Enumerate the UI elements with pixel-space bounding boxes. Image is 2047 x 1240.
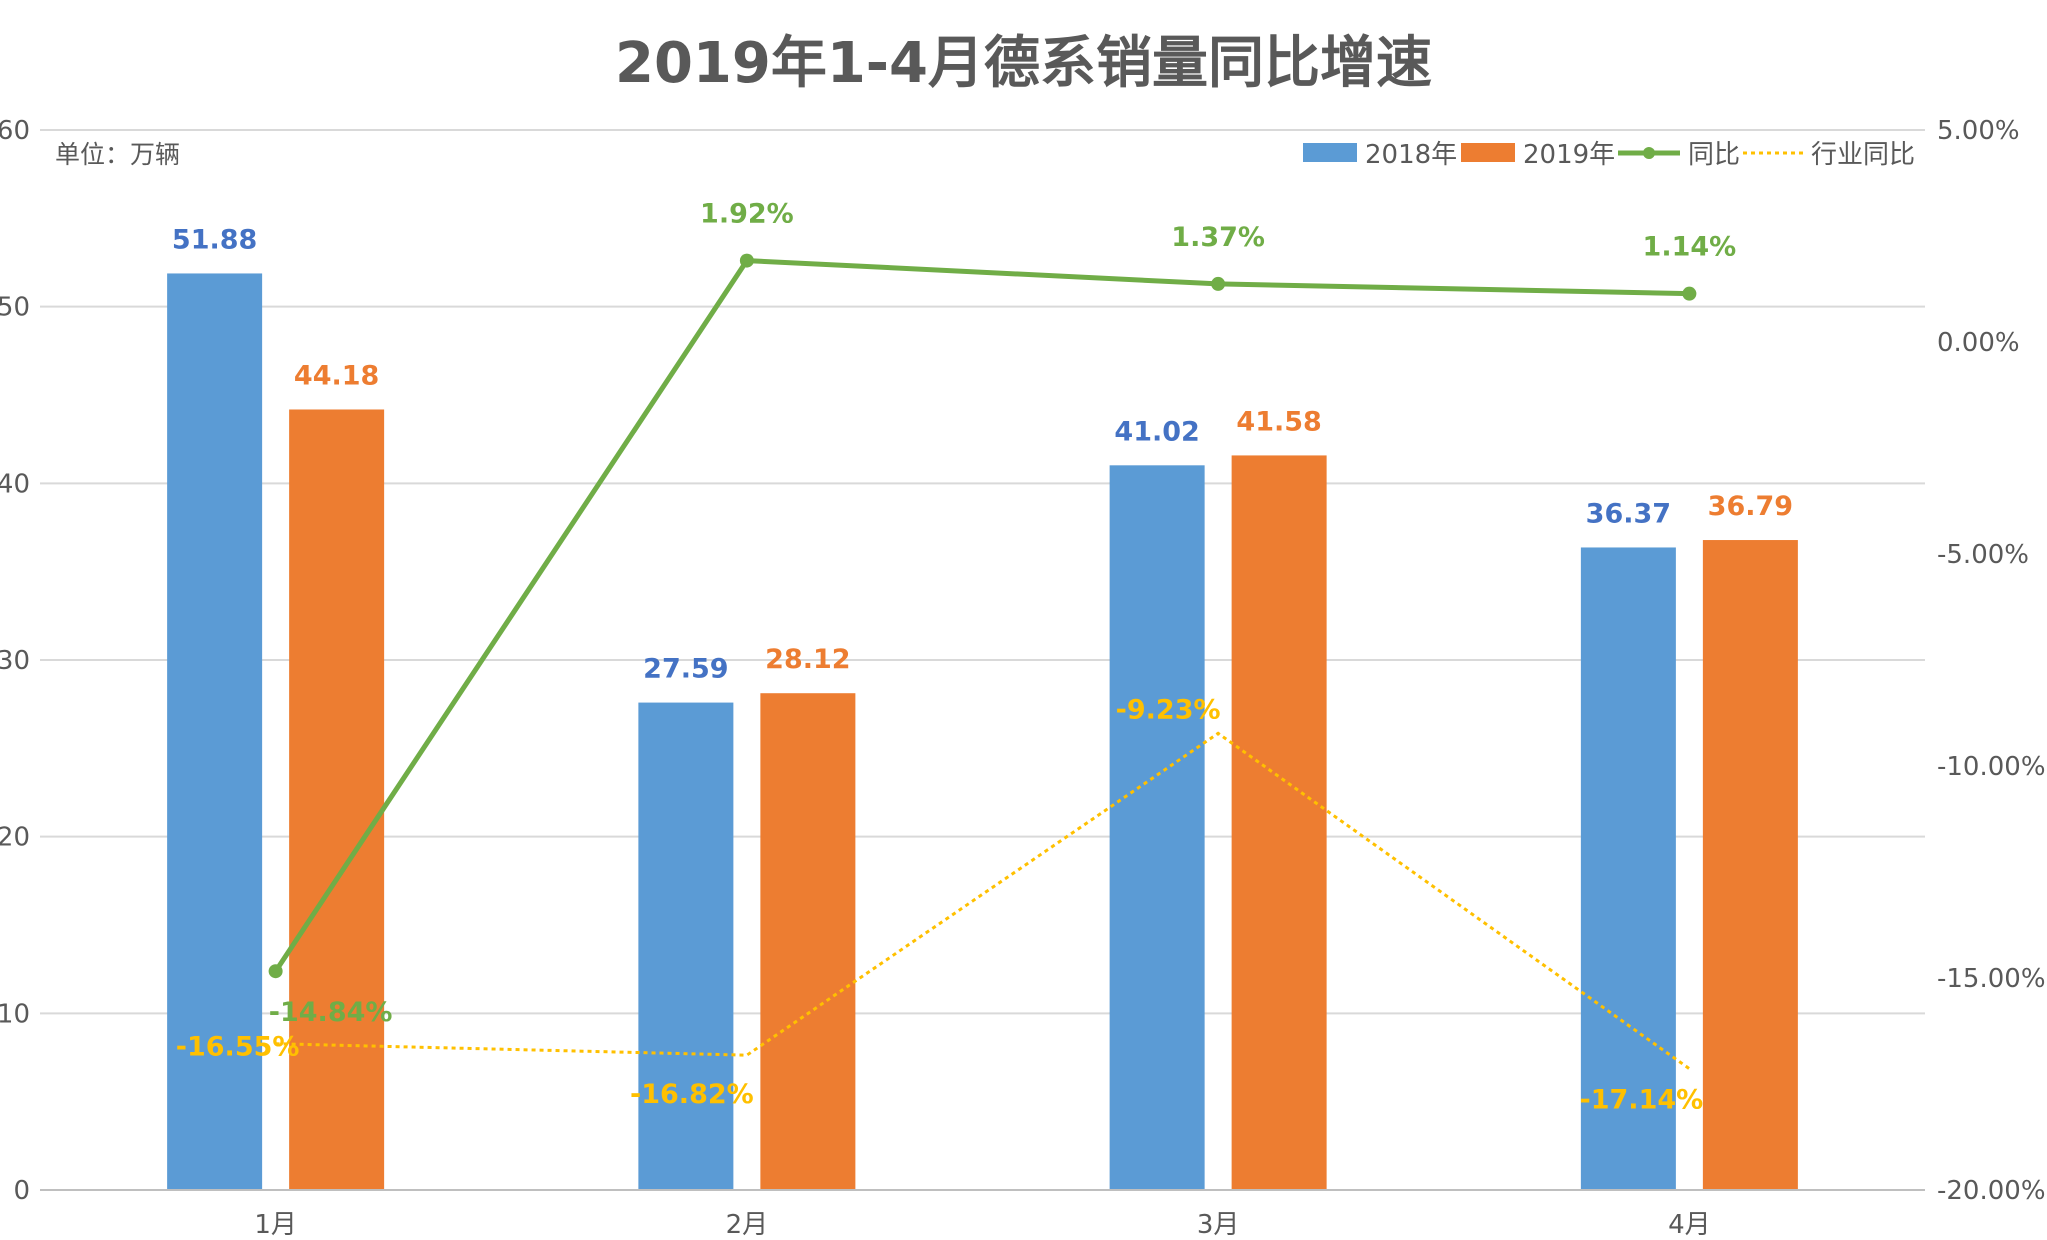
- legend-label-industry: 行业同比: [1811, 140, 1915, 170]
- x-tick-label: 4月: [1668, 1210, 1711, 1240]
- right-tick-label: -20.00%: [1937, 1176, 2046, 1206]
- yoy-point: [1682, 286, 1697, 301]
- bar-label-2019: 44.18: [294, 360, 379, 391]
- x-tick-label: 1月: [254, 1210, 297, 1240]
- right-tick-label: -15.00%: [1937, 964, 2046, 994]
- left-tick-label: 10: [0, 999, 30, 1029]
- legend-swatch-2018: [1303, 143, 1357, 162]
- industry-label: -16.55%: [176, 1032, 300, 1063]
- right-tick-label: 0.00%: [1937, 328, 2020, 358]
- yoy-point: [739, 253, 754, 268]
- yoy-point: [268, 964, 283, 979]
- legend: 2018年 2019年 同比 行业同比: [1303, 140, 1915, 170]
- industry-label: -9.23%: [1116, 694, 1221, 725]
- x-axis: 1月 2月 3月 4月: [40, 1189, 1925, 1240]
- data-labels: 51.88 44.18 27.59 28.12 41.02 41.58 36.37 36.79…: [172, 199, 1793, 1116]
- bar-2019: [1702, 540, 1798, 1190]
- bar-2018: [638, 702, 734, 1190]
- left-tick-label: 0: [13, 1176, 30, 1206]
- bar-2018: [1109, 465, 1205, 1190]
- left-tick-label: 40: [0, 469, 30, 499]
- bar-label-2019: 28.12: [765, 644, 850, 675]
- bar-2019: [289, 409, 385, 1190]
- yoy-point: [1211, 276, 1226, 291]
- line-series: [268, 253, 1697, 1070]
- bar-label-2019: 41.58: [1236, 406, 1321, 437]
- yoy-label: -14.84%: [269, 997, 393, 1028]
- legend-label-yoy: 同比: [1688, 140, 1740, 170]
- yoy-label: 1.37%: [1171, 222, 1265, 253]
- legend-label-2018: 2018年: [1365, 140, 1457, 170]
- bar-series: [167, 273, 1798, 1190]
- right-tick-label: -10.00%: [1937, 752, 2046, 782]
- bar-label-2018: 27.59: [643, 654, 728, 685]
- legend-marker-yoy: [1643, 147, 1655, 159]
- bar-2019: [760, 693, 856, 1190]
- bar-2018: [1580, 547, 1676, 1190]
- right-axis: -20.00% -15.00% -10.00% -5.00% 0.00% 5.00%: [1937, 116, 2046, 1206]
- bar-label-2018: 41.02: [1114, 416, 1199, 447]
- right-tick-label: 5.00%: [1937, 116, 2020, 146]
- bar-label-2018: 51.88: [172, 224, 257, 255]
- legend-label-2019: 2019年: [1523, 140, 1615, 170]
- bar-2018: [167, 273, 263, 1190]
- left-tick-label: 60: [0, 116, 30, 146]
- bar-label-2019: 36.79: [1708, 491, 1793, 522]
- x-tick-label: 3月: [1197, 1210, 1240, 1240]
- yoy-label: 1.92%: [700, 199, 794, 230]
- industry-yoy-line: [275, 731, 1691, 1070]
- industry-label: -17.14%: [1580, 1085, 1704, 1116]
- left-tick-label: 50: [0, 293, 30, 323]
- right-tick-label: -5.00%: [1937, 540, 2029, 570]
- left-axis: 0 10 20 30 40 50 60: [0, 116, 30, 1206]
- bar-2019: [1231, 455, 1327, 1190]
- left-tick-label: 30: [0, 646, 30, 676]
- left-tick-label: 20: [0, 823, 30, 853]
- yoy-line: [273, 258, 1690, 973]
- unit-label: 单位：万辆: [55, 140, 180, 169]
- bar-label-2018: 36.37: [1586, 498, 1671, 529]
- industry-label: -16.82%: [630, 1079, 754, 1110]
- legend-swatch-2019: [1461, 143, 1515, 162]
- chart-title: 2019年1-4月德系销量同比增速: [614, 31, 1433, 96]
- x-tick-label: 2月: [726, 1210, 769, 1240]
- yoy-label: 1.14%: [1643, 232, 1737, 263]
